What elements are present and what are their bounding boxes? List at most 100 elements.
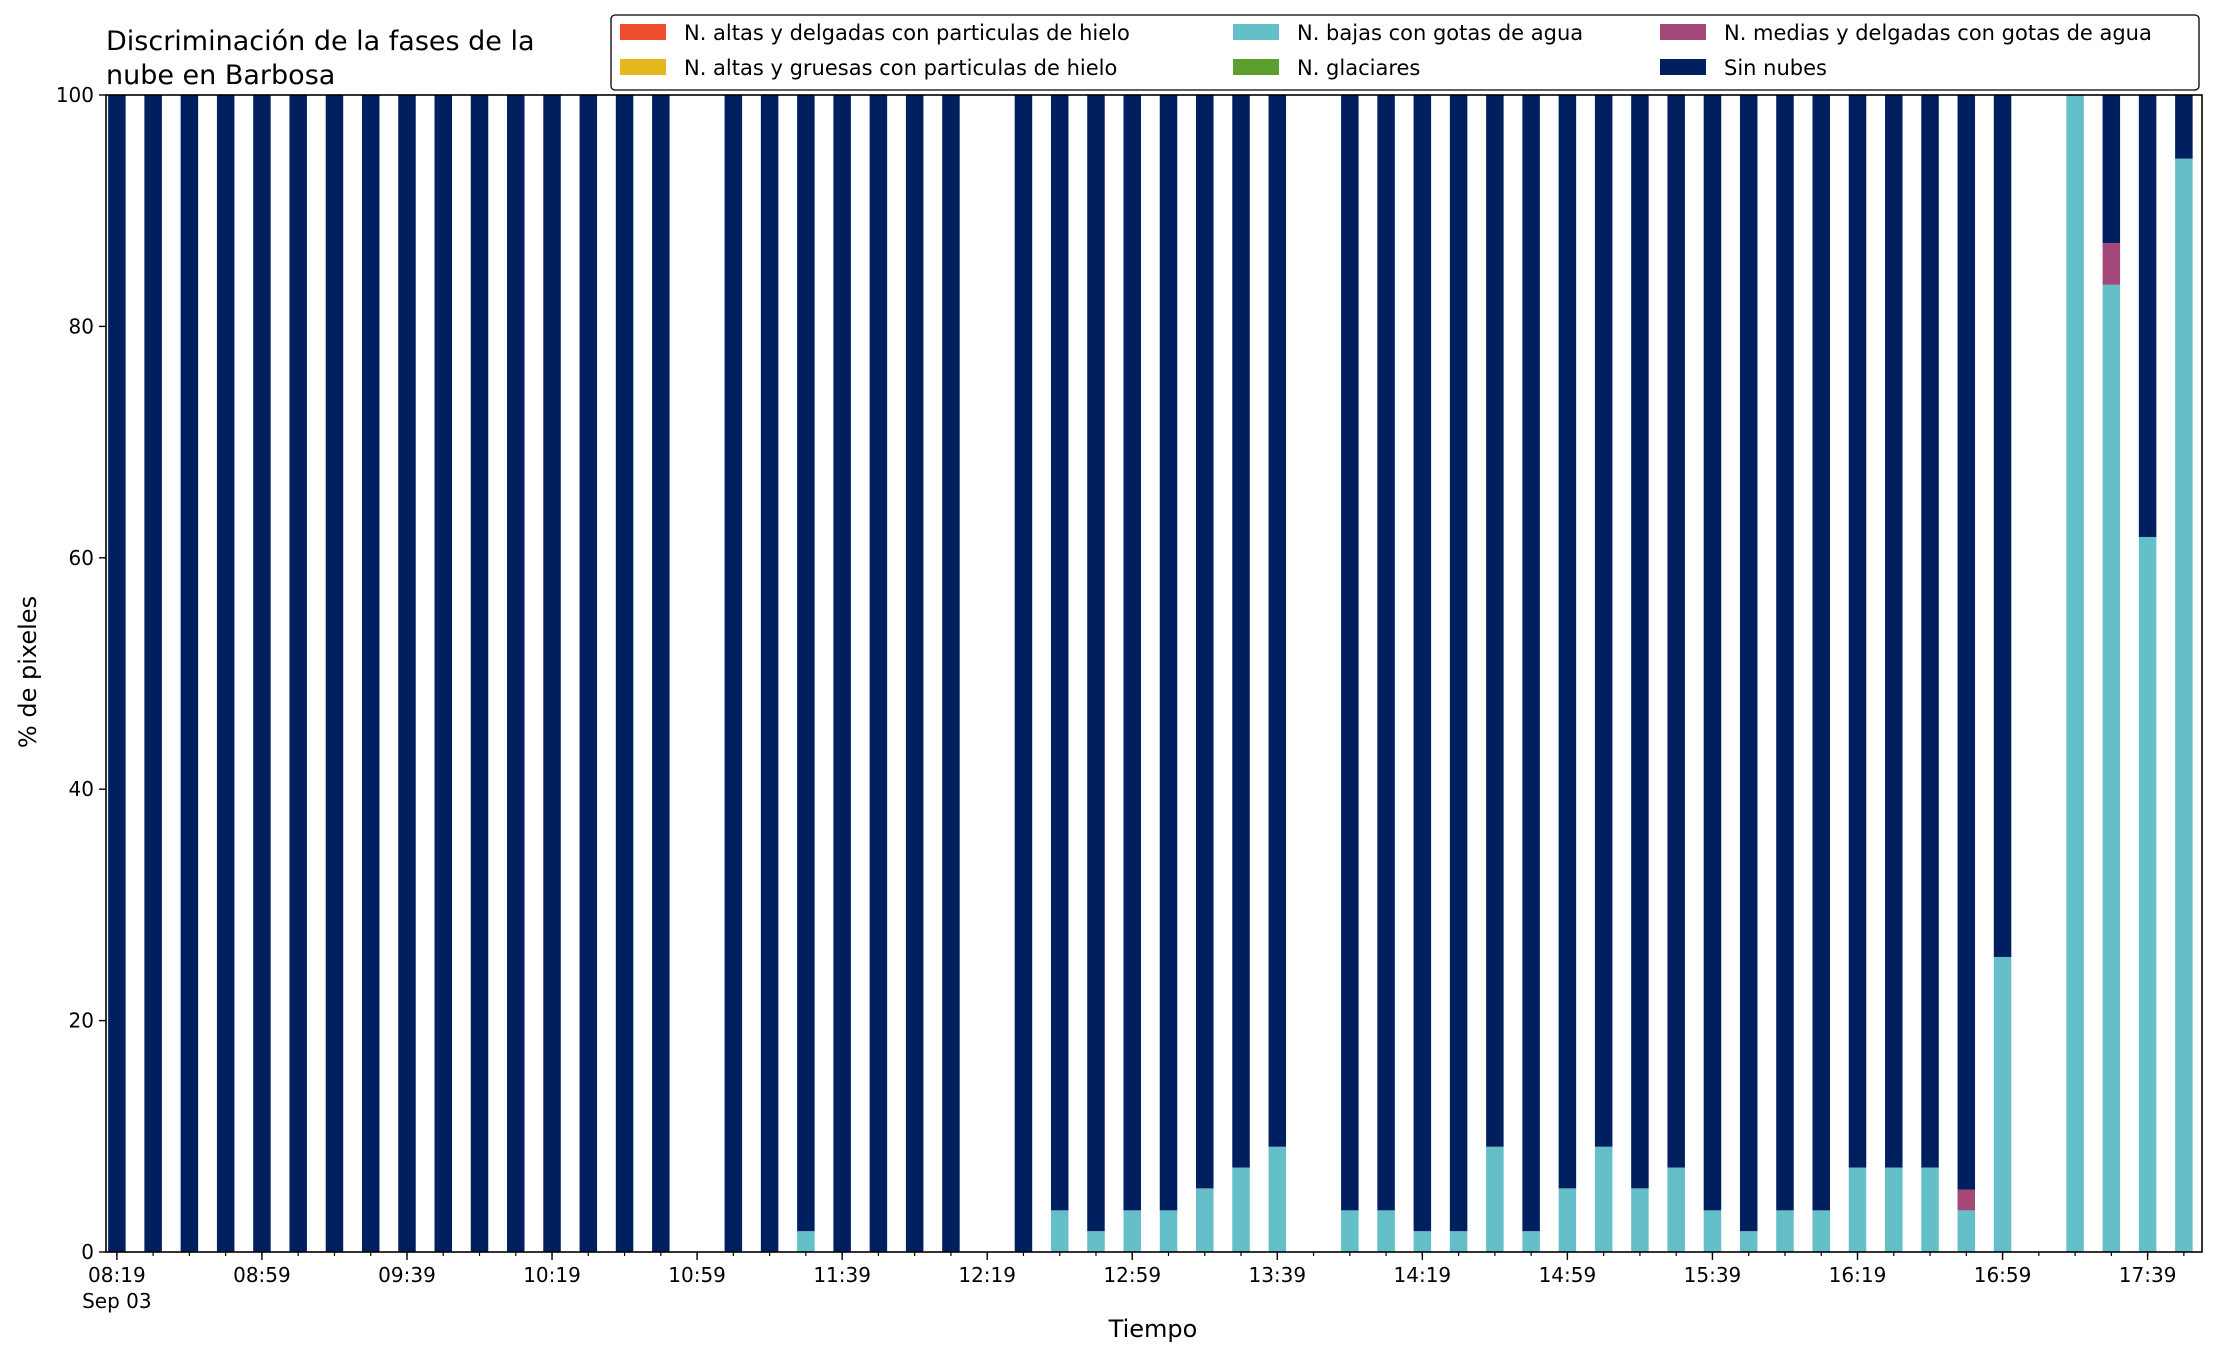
bar-sin-8 [398,95,416,1252]
bar-medias-51 [2102,243,2121,285]
bar-sin-26 [1123,95,1141,1211]
bar-sin-46 [1885,95,1903,1168]
x-tick-label-10: 14:59 [1539,1263,1597,1287]
bar-bajas-48 [1957,1210,1976,1252]
chart-title-line-1: Discriminación de la fases de la [106,26,535,57]
bar-bajas-36 [1522,1231,1540,1252]
bar-sin-39 [1631,95,1649,1189]
bar-bajas-50 [2066,95,2084,1252]
bar-medias-48 [1957,1189,1976,1211]
bar-bajas-51 [2102,284,2121,1252]
bar-bajas-53 [2175,158,2193,1252]
bar-sin-29 [1232,95,1250,1168]
x-tick-label-13: 16:59 [1974,1263,2032,1287]
bar-sin-38 [1594,95,1613,1147]
x-tick-label-6: 12:19 [958,1263,1016,1287]
bar-bajas-25 [1087,1231,1105,1252]
x-tick-label-14: 17:39 [2119,1263,2177,1287]
legend-label-1: N. altas y gruesas con particulas de hie… [684,56,1117,80]
y-tick-label-1: 20 [69,1009,94,1033]
bar-bajas-38 [1594,1146,1613,1252]
x-tick-label-7: 12:59 [1103,1263,1161,1287]
bar-sin-44 [1812,95,1830,1211]
y-axis-label: % de pixeles [14,596,42,748]
bar-bajas-27 [1159,1210,1178,1252]
bar-bajas-37 [1558,1188,1577,1252]
bar-bajas-44 [1812,1210,1830,1252]
bar-sin-42 [1739,95,1758,1232]
bar-bajas-26 [1123,1210,1141,1252]
bar-sin-4 [253,95,271,1252]
x-tick-label-0: 08:19 [88,1263,146,1287]
bar-sin-36 [1522,95,1540,1232]
bar-sin-34 [1449,95,1468,1232]
bar-sin-47 [1921,95,1939,1168]
x-tick-label-2: 09:39 [378,1263,436,1287]
bar-bajas-40 [1667,1167,1685,1252]
bar-sin-43 [1776,95,1794,1211]
bar-sin-6 [325,95,344,1252]
x-tick-label-12: 16:19 [1829,1263,1887,1287]
bar-sin-22 [942,95,960,1252]
bar-bajas-33 [1413,1231,1432,1252]
legend-label-2: N. bajas con gotas de agua [1297,21,1583,45]
bar-sin-0 [108,95,126,1252]
bar-bajas-35 [1486,1146,1504,1252]
bar-sin-51 [2102,95,2121,244]
bar-bajas-43 [1776,1210,1794,1252]
bar-sin-20 [869,95,888,1252]
bars-layer [108,95,2193,1252]
bar-sin-2 [180,95,199,1252]
x-tick-sublabel-0: Sep 03 [82,1289,152,1313]
bar-sin-1 [144,95,162,1252]
legend-swatch-2 [1233,24,1279,40]
legend-swatch-4 [1660,24,1706,40]
x-tick-label-8: 13:39 [1248,1263,1306,1287]
bar-bajas-49 [1993,956,2012,1252]
bar-sin-24 [1050,95,1069,1211]
bar-bajas-52 [2138,536,2157,1252]
x-tick-label-11: 15:39 [1684,1263,1742,1287]
bar-sin-15 [652,95,670,1252]
bar-sin-19 [833,95,851,1252]
x-tick-label-9: 14:19 [1394,1263,1452,1287]
bar-sin-23 [1014,95,1033,1252]
legend-label-3: N. glaciares [1297,56,1420,80]
bar-sin-17 [760,95,779,1252]
bar-sin-49 [1993,95,2012,957]
legend-label-4: N. medias y delgadas con gotas de agua [1724,21,2152,45]
bar-sin-53 [2175,95,2193,159]
y-tick-label-0: 0 [81,1240,94,1264]
bar-sin-32 [1377,95,1395,1211]
x-axis-label: Tiempo [1108,1315,1198,1343]
bar-bajas-42 [1739,1231,1758,1252]
legend: N. altas y delgadas con particulas de hi… [610,14,2200,91]
bar-sin-18 [797,95,815,1232]
bar-sin-21 [905,95,924,1252]
bar-bajas-28 [1196,1188,1214,1252]
bar-sin-14 [615,95,634,1252]
bar-bajas-39 [1631,1188,1649,1252]
y-tick-label-4: 80 [69,314,94,338]
bar-sin-28 [1196,95,1214,1189]
bar-sin-45 [1848,95,1867,1168]
bar-bajas-29 [1232,1167,1250,1252]
bar-sin-30 [1268,95,1287,1147]
bar-bajas-32 [1377,1210,1395,1252]
bar-sin-11 [507,95,525,1252]
bar-sin-7 [361,95,380,1252]
bar-bajas-34 [1449,1231,1468,1252]
bar-bajas-47 [1921,1167,1939,1252]
bar-sin-3 [216,95,235,1252]
bar-sin-37 [1558,95,1577,1189]
x-tick-label-4: 10:59 [668,1263,726,1287]
bar-bajas-18 [797,1231,815,1252]
bar-bajas-31 [1341,1210,1359,1252]
y-axis: 0 20 40 60 80 100 [56,83,106,1264]
legend-swatch-5 [1660,59,1706,75]
bar-sin-27 [1159,95,1178,1211]
legend-box [610,14,2200,91]
bar-sin-5 [289,95,307,1252]
